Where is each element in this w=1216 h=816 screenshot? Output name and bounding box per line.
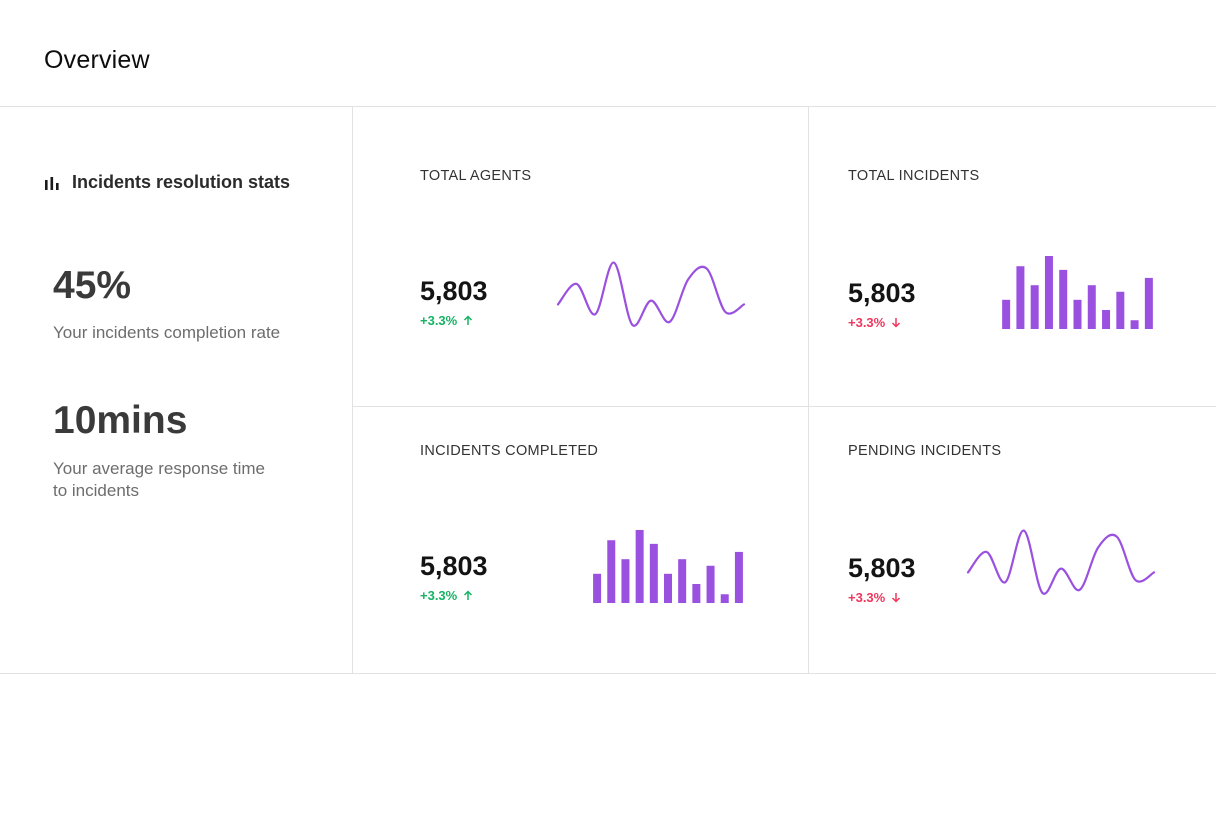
column-divider-left <box>352 107 353 673</box>
bar <box>706 565 715 603</box>
bar <box>678 559 687 603</box>
page-title: Overview <box>44 46 150 74</box>
completion-rate-value: 45% <box>53 264 132 307</box>
arrow-up-icon <box>463 315 473 326</box>
bar <box>607 540 616 603</box>
change-text: +3.3% <box>420 313 458 328</box>
bar <box>1016 266 1025 329</box>
bar <box>720 594 729 603</box>
response-time-value: 10mins <box>53 399 188 442</box>
bar <box>649 543 658 603</box>
sparkline <box>966 529 1156 595</box>
card-change-pending-incidents: +3.3% <box>848 590 901 605</box>
bar <box>621 559 630 603</box>
bar <box>1102 310 1111 329</box>
bar <box>593 573 602 603</box>
bar <box>1002 299 1011 329</box>
card-label-total-incidents: TOTAL INCIDENTS <box>848 168 980 184</box>
bar-chart-incidents-completed <box>593 530 743 603</box>
column-divider-right <box>808 107 809 673</box>
stats-heading: Incidents resolution stats <box>44 172 290 193</box>
header-divider <box>0 106 1216 107</box>
card-label-incidents-completed: INCIDENTS COMPLETED <box>420 443 599 459</box>
row-divider <box>353 406 1216 407</box>
arrow-down-icon <box>891 592 901 603</box>
response-time-label: Your average response time to incidents <box>53 458 283 502</box>
change-text: +3.3% <box>848 590 886 605</box>
bar <box>1116 291 1125 329</box>
bar <box>692 584 701 603</box>
change-text: +3.3% <box>848 315 886 330</box>
bar <box>1030 285 1039 329</box>
card-value-pending-incidents: 5,803 <box>848 553 916 583</box>
arrow-down-icon <box>891 317 901 328</box>
line-chart-total-agents <box>556 261 746 327</box>
bar <box>1144 277 1153 329</box>
card-value-total-incidents: 5,803 <box>848 278 916 308</box>
card-label-pending-incidents: PENDING INCIDENTS <box>848 443 1002 459</box>
card-value-total-agents: 5,803 <box>420 276 488 306</box>
bar-chart-icon <box>44 176 60 190</box>
bar <box>1044 256 1053 329</box>
card-value-incidents-completed: 5,803 <box>420 551 488 581</box>
footer-divider <box>0 673 1216 674</box>
bar <box>1087 285 1096 329</box>
stats-heading-label: Incidents resolution stats <box>72 172 291 192</box>
card-change-total-agents: +3.3% <box>420 313 473 328</box>
bar <box>664 573 672 603</box>
completion-rate-label: Your incidents completion rate <box>53 323 281 342</box>
line-chart-pending-incidents <box>966 529 1156 595</box>
change-text: +3.3% <box>420 588 458 603</box>
bar-chart-total-incidents <box>1002 256 1153 329</box>
card-change-incidents-completed: +3.3% <box>420 588 473 603</box>
response-time-label-line2: to incidents <box>53 481 139 500</box>
arrow-up-icon <box>463 590 473 601</box>
card-change-total-incidents: +3.3% <box>848 315 901 330</box>
bar <box>1130 320 1139 329</box>
sparkline <box>556 261 746 327</box>
card-label-total-agents: TOTAL AGENTS <box>420 168 532 184</box>
response-time-label-line1: Your average response time <box>53 459 266 478</box>
bar <box>734 551 743 603</box>
bar <box>635 530 644 603</box>
bar <box>1073 299 1082 329</box>
bar <box>1059 269 1068 329</box>
